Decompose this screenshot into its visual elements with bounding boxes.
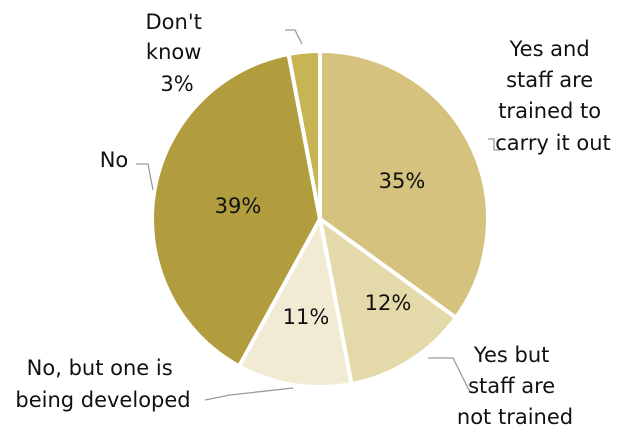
- category-label-yes-not-trained: Yes but staff are not trained: [457, 343, 573, 429]
- pie-slices: [152, 51, 488, 387]
- value-label-yes-not-trained: 12%: [365, 291, 412, 315]
- leader-being-developed: [205, 388, 293, 400]
- value-label-being-developed: 11%: [283, 305, 330, 329]
- leader-dont-know: [285, 30, 302, 44]
- category-label-no: No: [100, 148, 129, 172]
- category-label-being-developed: No, but one is being developed: [15, 356, 190, 412]
- value-label-no: 39%: [215, 194, 262, 218]
- category-label-dont-know: Don't know 3%: [145, 10, 208, 96]
- category-label-yes-trained: Yes and staff are trained to carry it ou…: [495, 37, 611, 155]
- leader-yes-not-trained: [428, 358, 470, 392]
- leader-no: [136, 164, 153, 190]
- value-label-yes-trained: 35%: [379, 169, 426, 193]
